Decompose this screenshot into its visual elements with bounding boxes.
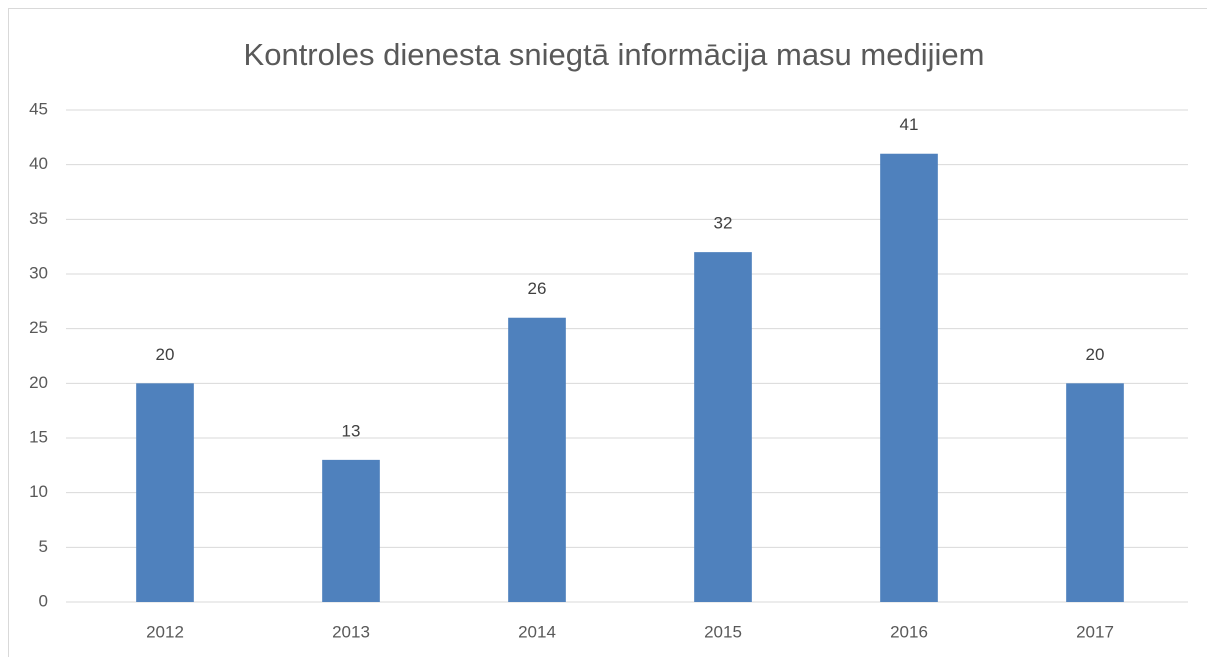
data-label: 13: [342, 421, 361, 440]
bar: [694, 252, 752, 602]
data-label: 26: [528, 279, 547, 298]
bar: [136, 383, 194, 602]
bar: [508, 317, 566, 602]
y-tick-label: 0: [39, 591, 48, 610]
data-label: 41: [900, 115, 919, 134]
y-tick-label: 30: [29, 263, 48, 282]
bar: [322, 459, 380, 602]
y-tick-label: 25: [29, 318, 48, 337]
chart-title: Kontroles dienesta sniegtā informācija m…: [244, 37, 985, 72]
chart-frame: [8, 8, 1207, 657]
bar: [880, 153, 938, 602]
x-tick-label: 2014: [518, 622, 556, 641]
x-tick-label: 2016: [890, 622, 928, 641]
y-tick-label: 45: [29, 99, 48, 118]
data-label: 20: [1086, 345, 1105, 364]
y-tick-label: 20: [29, 373, 48, 392]
x-tick-label: 2012: [146, 622, 184, 641]
x-tick-label: 2017: [1076, 622, 1114, 641]
data-label: 32: [714, 214, 733, 233]
x-tick-label: 2013: [332, 622, 370, 641]
data-label: 20: [156, 345, 175, 364]
x-tick-label: 2015: [704, 622, 742, 641]
y-tick-label: 5: [39, 537, 48, 556]
y-tick-label: 10: [29, 482, 48, 501]
y-tick-label: 40: [29, 154, 48, 173]
bar: [1066, 383, 1124, 602]
y-tick-label: 35: [29, 209, 48, 228]
y-tick-label: 15: [29, 427, 48, 446]
